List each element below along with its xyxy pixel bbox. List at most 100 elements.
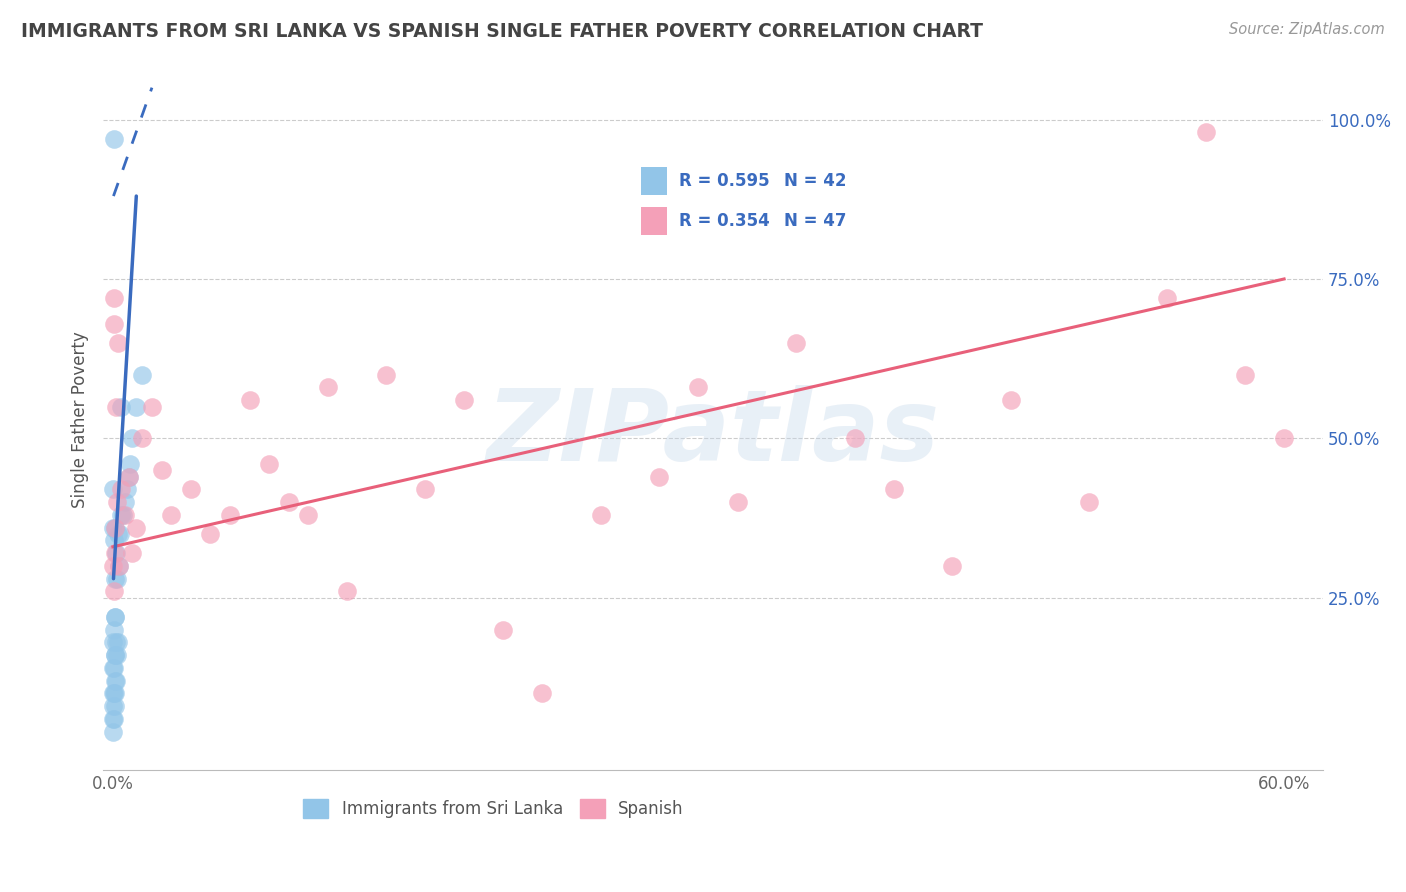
Point [104,673,127,688]
Point [125,400,148,414]
Point [107,558,129,573]
Point [727,495,749,509]
Point [297,508,319,522]
Point [648,469,671,483]
Point [1195,125,1218,139]
Text: R = 0.354: R = 0.354 [679,212,769,230]
Point [150,463,173,477]
Point [107,635,129,649]
Point [104,546,127,560]
Point [104,648,127,663]
Point [492,623,515,637]
Point [105,572,128,586]
Point [941,558,963,573]
Point [121,546,143,560]
Point [104,521,127,535]
Point [160,508,183,522]
Text: R = 0.595: R = 0.595 [679,172,769,190]
Point [117,469,139,483]
Point [1000,393,1022,408]
Point [531,686,554,700]
Point [103,623,125,637]
Point [104,673,127,688]
Point [103,483,125,497]
Point [107,558,129,573]
FancyBboxPatch shape [641,207,666,235]
Point [104,521,127,535]
Point [316,380,339,394]
Point [108,527,131,541]
Point [103,317,125,331]
Point [1272,431,1295,445]
FancyBboxPatch shape [641,167,666,195]
Point [114,495,136,509]
Point [105,495,128,509]
Point [120,457,142,471]
Point [883,483,905,497]
Point [104,610,127,624]
Point [1234,368,1257,382]
Point [103,699,125,714]
Point [180,483,202,497]
Point [1077,495,1099,509]
Point [107,527,129,541]
Point [114,508,136,522]
Text: Source: ZipAtlas.com: Source: ZipAtlas.com [1229,22,1385,37]
Point [785,335,807,350]
Point [103,521,125,535]
Legend: Immigrants from Sri Lanka, Spanish: Immigrants from Sri Lanka, Spanish [297,792,690,825]
Point [688,380,710,394]
Point [131,368,153,382]
Point [257,457,280,471]
Point [453,393,475,408]
Point [103,635,125,649]
Point [1156,291,1178,305]
Text: N = 47: N = 47 [785,212,846,230]
Point [103,712,125,726]
Point [104,572,127,586]
Point [111,508,134,522]
Point [110,400,132,414]
Point [115,483,138,497]
Point [103,686,125,700]
Y-axis label: Single Father Poverty: Single Father Poverty [72,331,89,508]
Point [110,508,132,522]
Point [105,648,128,663]
Point [277,495,299,509]
Point [104,635,127,649]
Point [103,584,125,599]
Text: ZIPatlas: ZIPatlas [486,384,939,482]
Point [121,431,143,445]
Point [219,508,242,522]
Point [141,400,163,414]
Point [104,699,127,714]
Point [110,483,132,497]
Point [844,431,866,445]
Point [131,431,153,445]
Point [375,368,398,382]
Point [103,533,125,548]
Point [103,712,125,726]
Point [104,400,127,414]
Point [413,483,436,497]
Point [103,686,125,700]
Point [125,521,148,535]
Point [589,508,612,522]
Point [117,469,139,483]
Point [103,291,125,305]
Point [103,558,125,573]
Point [103,661,125,675]
Point [104,610,127,624]
Point [104,686,127,700]
Point [103,131,125,145]
Text: N = 42: N = 42 [785,172,846,190]
Point [336,584,359,599]
Point [238,393,260,408]
Point [103,724,125,739]
Point [200,527,222,541]
Point [103,661,125,675]
Text: IMMIGRANTS FROM SRI LANKA VS SPANISH SINGLE FATHER POVERTY CORRELATION CHART: IMMIGRANTS FROM SRI LANKA VS SPANISH SIN… [21,22,983,41]
Point [104,546,127,560]
Point [107,335,129,350]
Point [104,648,127,663]
